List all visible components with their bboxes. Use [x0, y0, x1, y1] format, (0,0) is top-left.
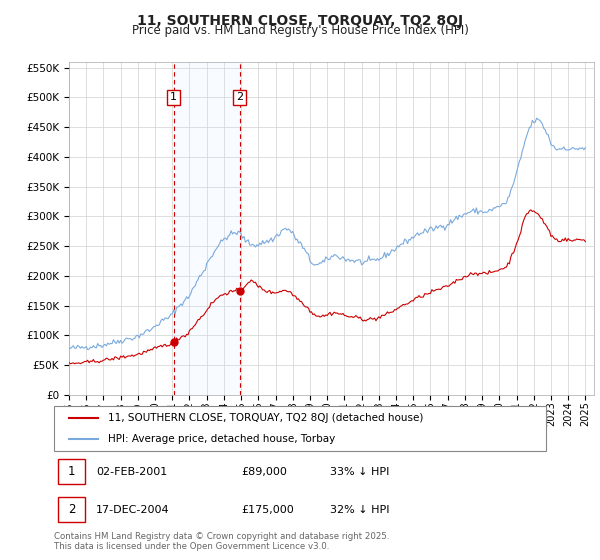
FancyBboxPatch shape	[58, 459, 85, 484]
Text: 2: 2	[68, 503, 75, 516]
Text: 33% ↓ HPI: 33% ↓ HPI	[329, 467, 389, 477]
Bar	[174, 62, 239, 395]
Text: 32% ↓ HPI: 32% ↓ HPI	[329, 505, 389, 515]
Text: 02-FEB-2001: 02-FEB-2001	[96, 467, 167, 477]
FancyBboxPatch shape	[58, 497, 85, 522]
Text: 2: 2	[236, 92, 243, 102]
Text: Price paid vs. HM Land Registry's House Price Index (HPI): Price paid vs. HM Land Registry's House …	[131, 24, 469, 37]
Text: £89,000: £89,000	[241, 467, 287, 477]
Text: Contains HM Land Registry data © Crown copyright and database right 2025.
This d: Contains HM Land Registry data © Crown c…	[54, 531, 389, 551]
Text: 11, SOUTHERN CLOSE, TORQUAY, TQ2 8QJ (detached house): 11, SOUTHERN CLOSE, TORQUAY, TQ2 8QJ (de…	[108, 413, 424, 423]
Text: 11, SOUTHERN CLOSE, TORQUAY, TQ2 8QJ: 11, SOUTHERN CLOSE, TORQUAY, TQ2 8QJ	[137, 14, 463, 28]
Text: 1: 1	[170, 92, 177, 102]
Text: 17-DEC-2004: 17-DEC-2004	[96, 505, 169, 515]
FancyBboxPatch shape	[54, 406, 546, 451]
Text: 1: 1	[68, 465, 75, 478]
Text: HPI: Average price, detached house, Torbay: HPI: Average price, detached house, Torb…	[108, 433, 335, 444]
Text: £175,000: £175,000	[241, 505, 294, 515]
